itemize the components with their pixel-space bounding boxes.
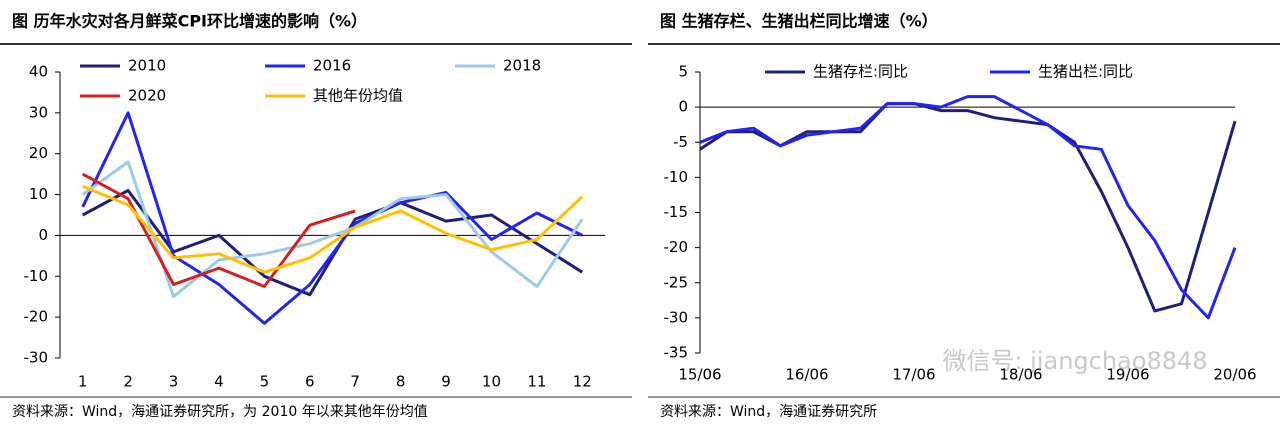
y-tick-label: -30	[664, 308, 689, 326]
legend-label: 2018	[503, 57, 541, 75]
y-tick-label: 20	[29, 144, 48, 162]
series-line	[699, 95, 1237, 320]
y-tick-label: 0	[678, 98, 688, 116]
y-tick-label: 0	[38, 226, 48, 244]
y-tick-label: -5	[673, 133, 688, 151]
watermark: 微信号: jiangchao8848	[942, 347, 1207, 375]
x-tick-label: 11	[527, 373, 546, 391]
y-tick-label: -30	[24, 349, 49, 367]
chart-title: 图 历年水灾对各月鲜菜CPI环比增速的影响（%）	[12, 12, 367, 31]
x-tick-label: 20/06	[1213, 366, 1256, 384]
y-tick-label: 10	[29, 185, 48, 203]
y-tick-label: 5	[678, 63, 688, 81]
legend-label: 2020	[128, 87, 166, 105]
y-tick-label: -25	[664, 273, 689, 291]
x-tick-label: 10	[482, 373, 501, 391]
y-tick-label: -10	[664, 168, 689, 186]
y-tick-label: -35	[664, 344, 689, 362]
x-tick-label: 8	[396, 373, 406, 391]
x-tick-label: 17/06	[892, 366, 935, 384]
x-tick-label: 4	[214, 373, 224, 391]
legend-label: 生猪出栏:同比	[1038, 63, 1133, 81]
x-tick-label: 16/06	[785, 366, 828, 384]
x-tick-label: 19/06	[1106, 366, 1149, 384]
series-line	[82, 185, 584, 274]
source: 资料来源：Wind，海通证券研究所，为 2010 年以来其他年份均值	[12, 404, 428, 420]
x-tick-label: 3	[169, 373, 179, 391]
series-line	[81, 111, 583, 325]
legend-label: 生猪存栏:同比	[813, 63, 908, 81]
x-tick-label: 2	[123, 373, 133, 391]
x-tick-label: 12	[573, 373, 592, 391]
x-tick-label: 15/06	[678, 366, 721, 384]
series-line	[81, 160, 584, 299]
series-line	[81, 172, 356, 288]
legend-label: 2016	[313, 57, 351, 75]
x-tick-label: 7	[350, 373, 360, 391]
legend-label: 2010	[128, 57, 166, 75]
chart-title: 图 生猪存栏、生猪出栏同比增速（%）	[660, 12, 938, 31]
y-tick-label: 40	[29, 63, 48, 81]
source: 资料来源：Wind，海通证券研究所	[660, 404, 877, 420]
y-tick-label: -20	[664, 238, 689, 256]
x-tick-label: 1	[78, 373, 88, 391]
y-tick-label: -10	[24, 267, 49, 285]
y-tick-label: 30	[29, 103, 48, 121]
x-tick-label: 9	[441, 373, 451, 391]
series-line	[699, 102, 1237, 313]
x-tick-label: 5	[260, 373, 270, 391]
series-line	[81, 189, 584, 297]
y-tick-label: -20	[24, 308, 49, 326]
y-tick-label: -15	[664, 203, 689, 221]
legend-label: 其他年份均值	[313, 87, 403, 105]
x-tick-label: 18/06	[999, 366, 1042, 384]
x-tick-label: 6	[305, 373, 315, 391]
